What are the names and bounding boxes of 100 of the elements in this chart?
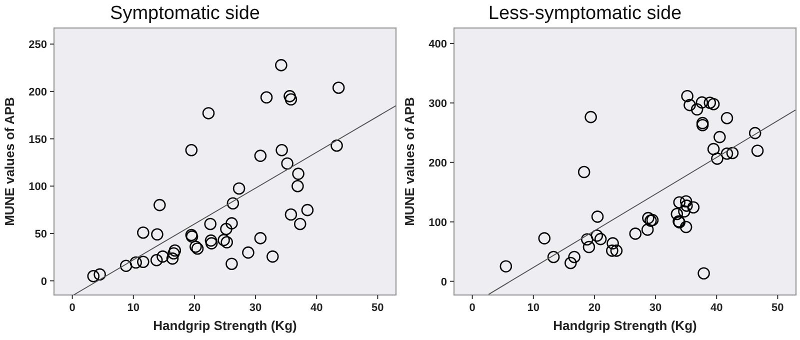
- x-tick-label: 0: [469, 302, 476, 314]
- point: [748, 126, 762, 140]
- point: [564, 256, 577, 270]
- y-axis-title: MUNE values of APB: [2, 97, 17, 226]
- y-tick-label: 0: [40, 276, 47, 288]
- point: [332, 82, 345, 94]
- point: [606, 237, 619, 250]
- point: [726, 146, 739, 160]
- point: [137, 226, 150, 239]
- x-tick-label: 10: [527, 302, 540, 314]
- point: [673, 196, 686, 209]
- point: [242, 246, 254, 259]
- point: [687, 201, 700, 214]
- x-tick-label: 50: [772, 302, 784, 314]
- point: [690, 103, 704, 116]
- point: [204, 234, 218, 247]
- point: [568, 250, 580, 264]
- y-tick-label: 400: [428, 38, 447, 50]
- point: [696, 96, 708, 109]
- point: [641, 224, 654, 236]
- y-tick-label: 100: [28, 181, 47, 194]
- point: [720, 112, 734, 124]
- point: [292, 180, 304, 192]
- point: [120, 260, 132, 272]
- point: [168, 247, 180, 260]
- x-tick-label: 30: [649, 302, 662, 314]
- x-tick-label: 10: [127, 302, 140, 314]
- point: [678, 205, 690, 218]
- y-tick-label: 50: [34, 228, 47, 240]
- point: [232, 182, 246, 195]
- point: [582, 240, 596, 254]
- point: [704, 96, 716, 109]
- point: [711, 152, 724, 165]
- point: [226, 197, 240, 210]
- point: [275, 59, 288, 72]
- point: [87, 270, 100, 282]
- point: [642, 212, 654, 224]
- point: [266, 250, 279, 263]
- chart-title: Less-symptomatic side: [488, 3, 682, 24]
- point: [680, 195, 692, 208]
- point: [707, 98, 720, 110]
- point: [202, 107, 215, 120]
- point: [226, 217, 238, 230]
- y-tick-label: 200: [28, 86, 47, 98]
- point: [130, 256, 142, 269]
- x-tick-label: 30: [249, 302, 262, 314]
- y-tick-label: 200: [428, 157, 447, 170]
- point: [580, 233, 594, 246]
- point: [220, 236, 233, 248]
- point: [284, 93, 298, 106]
- point: [260, 91, 273, 104]
- point: [154, 198, 166, 212]
- point: [168, 244, 182, 257]
- point: [137, 256, 150, 268]
- x-tick-label: 20: [188, 302, 201, 314]
- x-tick-label: 20: [588, 302, 601, 314]
- point: [294, 218, 306, 230]
- y-tick-label: 0: [440, 276, 447, 288]
- point: [610, 244, 623, 257]
- point: [720, 148, 734, 160]
- y-tick-label: 100: [428, 216, 447, 229]
- point: [185, 144, 198, 156]
- point: [751, 144, 764, 157]
- x-tick-label: 0: [69, 302, 76, 314]
- point: [205, 237, 218, 250]
- point: [281, 157, 294, 170]
- point: [680, 200, 693, 212]
- point: [547, 250, 560, 264]
- x-axis-title: Handgrip Strength (Kg): [553, 318, 697, 333]
- point: [670, 208, 684, 220]
- point: [698, 267, 710, 280]
- y-tick-label: 300: [428, 98, 447, 110]
- point: [681, 90, 694, 102]
- point: [330, 139, 343, 152]
- point: [156, 250, 169, 263]
- point: [629, 228, 642, 240]
- y-tick-label: 250: [28, 39, 47, 52]
- point: [292, 168, 304, 180]
- point: [276, 144, 288, 156]
- point: [714, 130, 726, 144]
- point: [584, 110, 597, 124]
- point: [594, 232, 607, 246]
- point: [220, 222, 232, 236]
- point: [684, 98, 696, 112]
- point: [254, 232, 267, 244]
- point: [538, 232, 551, 244]
- point: [590, 230, 604, 242]
- chart-title: Symptomatic side: [110, 3, 260, 24]
- point: [707, 142, 720, 156]
- point: [606, 244, 618, 257]
- point: [500, 260, 512, 272]
- point: [150, 254, 163, 266]
- x-axis-title: Handgrip Strength (Kg): [153, 318, 297, 333]
- y-axis-title: MUNE values of APB: [402, 97, 417, 226]
- x-tick-label: 40: [710, 302, 723, 314]
- y-tick-label: 150: [28, 134, 47, 146]
- point: [578, 166, 590, 178]
- point: [218, 234, 230, 246]
- point: [680, 220, 692, 234]
- point: [301, 204, 314, 216]
